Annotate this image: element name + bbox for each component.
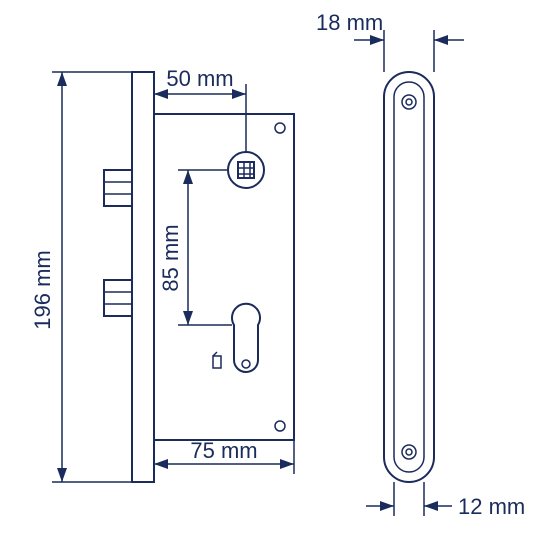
dim-196: 196 mm [30,72,132,482]
dim-18: 18 mm [316,10,464,72]
face-plate [132,72,154,482]
screw-hole [275,123,285,133]
dim-12-label: 12 mm [458,494,525,519]
lock-diagram: 196 mm 50 mm 85 mm 75 mm 18 mm [0,0,551,551]
dim-75: 75 mm [154,438,294,474]
dead-bolt [104,280,132,316]
screw-hole [275,421,285,431]
dim-50-label: 50 mm [166,66,233,91]
spindle-hole [228,152,264,188]
latch-bolt [104,170,132,206]
dim-12: 12 mm [366,482,525,519]
dim-85-label: 85 mm [158,224,183,291]
dim-196-label: 196 mm [30,250,55,329]
dim-18-label: 18 mm [316,10,383,35]
cylinder-cutout [232,304,260,372]
strike-plate [384,72,434,482]
dim-75-label: 75 mm [190,438,257,463]
